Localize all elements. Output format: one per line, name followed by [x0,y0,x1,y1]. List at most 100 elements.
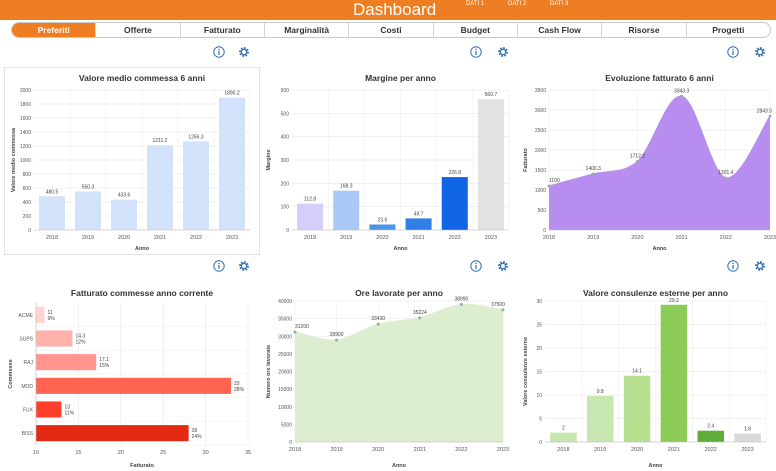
bar [405,218,432,230]
y-tick-label: 0 [286,228,289,234]
x-tick-label: 2021 [414,447,426,453]
fatturato-commesse-chart: Fatturato commesse anno corrente Fatturat… [8,288,251,469]
tab-risorse[interactable]: Risorse [602,23,687,37]
x-tick-label: 15 [75,450,81,456]
bar [697,430,725,442]
y-axis-label: Valore medio commessa [11,127,17,192]
bar [219,97,245,230]
data-label: 112.8 [304,197,316,203]
bar [75,191,101,230]
data-label: 1712.2 [630,154,646,160]
x-tick-label: 2023 [497,447,509,453]
tab-marginalita[interactable]: Marginalità [265,23,350,37]
tab-cash-flow[interactable]: Cash Flow [518,23,603,37]
data-label: 14.1 [632,369,642,375]
gear-icon[interactable] [497,260,509,272]
info-icon[interactable] [470,46,482,58]
page-title: Dashboard [353,0,437,19]
tab-preferiti[interactable]: Preferiti [12,23,97,37]
y-tick-label: 0 [539,440,542,446]
y-tick-label: BISS [22,431,34,437]
data-label: 17.1 [99,357,109,363]
gear-icon[interactable] [238,260,250,272]
tab-budget[interactable]: Budget [434,23,518,37]
dati-2-link[interactable]: DATI 2 [508,1,527,7]
gear-icon[interactable] [754,260,766,272]
x-tick-label: 2022 [449,235,461,241]
dati-3-link[interactable]: DATI 3 [550,1,569,7]
y-tick-label: 20000 [278,370,292,376]
y-tick-label: 25000 [278,352,292,358]
y-tick-label: 1500 [535,168,546,174]
x-tick-label: 2019 [594,447,606,453]
data-label: 23.6 [378,217,388,223]
bar [369,224,396,230]
info-icon[interactable] [213,46,225,58]
data-label: 29.2 [669,298,679,304]
data-label: 11 [47,310,52,316]
y-tick-label: 200 [281,181,290,187]
y-tick-label: 1600 [20,116,31,122]
data-label: 37500 [491,302,505,308]
info-icon[interactable] [727,46,739,58]
tab-offerte[interactable]: Offerte [96,23,181,37]
data-label: 28900 [330,332,344,338]
dati-1-link[interactable]: DATI 1 [466,1,485,7]
x-tick-label: 2018 [46,235,58,241]
x-tick-label: 30 [203,450,209,456]
x-tick-label: 20 [118,450,124,456]
chart-title: Ore lavorate per anno [355,288,443,298]
data-point [418,316,422,320]
data-label: 14.3 [75,334,85,340]
data-label: 168.3 [340,184,353,190]
y-tick-label: RAJ [24,360,34,366]
data-label: 28 [192,428,198,434]
data-label: 560.7 [485,92,498,98]
y-tick-label: 200 [23,214,32,220]
x-tick-label: 2019 [82,235,94,241]
info-icon[interactable] [470,260,482,272]
percent-label: 9% [47,316,55,322]
tab-fatturato[interactable]: Fatturato [181,23,265,37]
tab-costi[interactable]: Costi [349,23,434,37]
y-tick-label: ACME [19,313,34,319]
y-tick-label: 300 [281,158,290,164]
x-axis-label: Anno [135,246,150,252]
data-label: 31200 [295,324,309,330]
y-tick-label: 2000 [535,148,546,154]
bar [183,141,209,230]
data-label: 2843.5 [757,108,773,114]
chart-title: Evoluzione fatturato 6 anni [605,73,714,83]
tab-progetti[interactable]: Progetti [712,25,745,35]
gear-icon[interactable] [497,46,509,58]
data-label: 35224 [413,310,427,316]
bar [550,432,577,442]
bar [586,395,614,442]
percent-label: 24% [192,434,203,440]
series-line [294,303,504,341]
x-tick-label: 2020 [118,235,130,241]
x-tick-label: 2023 [764,235,776,241]
bar [623,375,651,442]
gear-icon[interactable] [754,46,766,58]
x-tick-label: 2022 [705,447,717,453]
data-point [547,184,551,188]
y-axis-label: Valore consulenze esterne [523,337,529,406]
bar [734,433,761,442]
data-point [680,94,684,98]
bar [36,377,232,394]
data-label: 1100 [549,178,560,184]
bar [660,304,688,442]
y-tick-label: 2500 [535,128,546,134]
info-icon[interactable] [213,260,225,272]
y-tick-label: 3000 [535,108,546,114]
x-tick-label: 2019 [340,235,352,241]
x-axis-label: Anno [648,463,663,469]
y-tick-label: 800 [23,172,32,178]
gear-icon[interactable] [238,46,250,58]
info-icon[interactable] [727,260,739,272]
data-point [724,176,728,180]
y-axis-label: Numero ore lavorate [266,345,272,399]
y-axis-label: Commesse [8,359,14,388]
data-point [293,330,297,334]
